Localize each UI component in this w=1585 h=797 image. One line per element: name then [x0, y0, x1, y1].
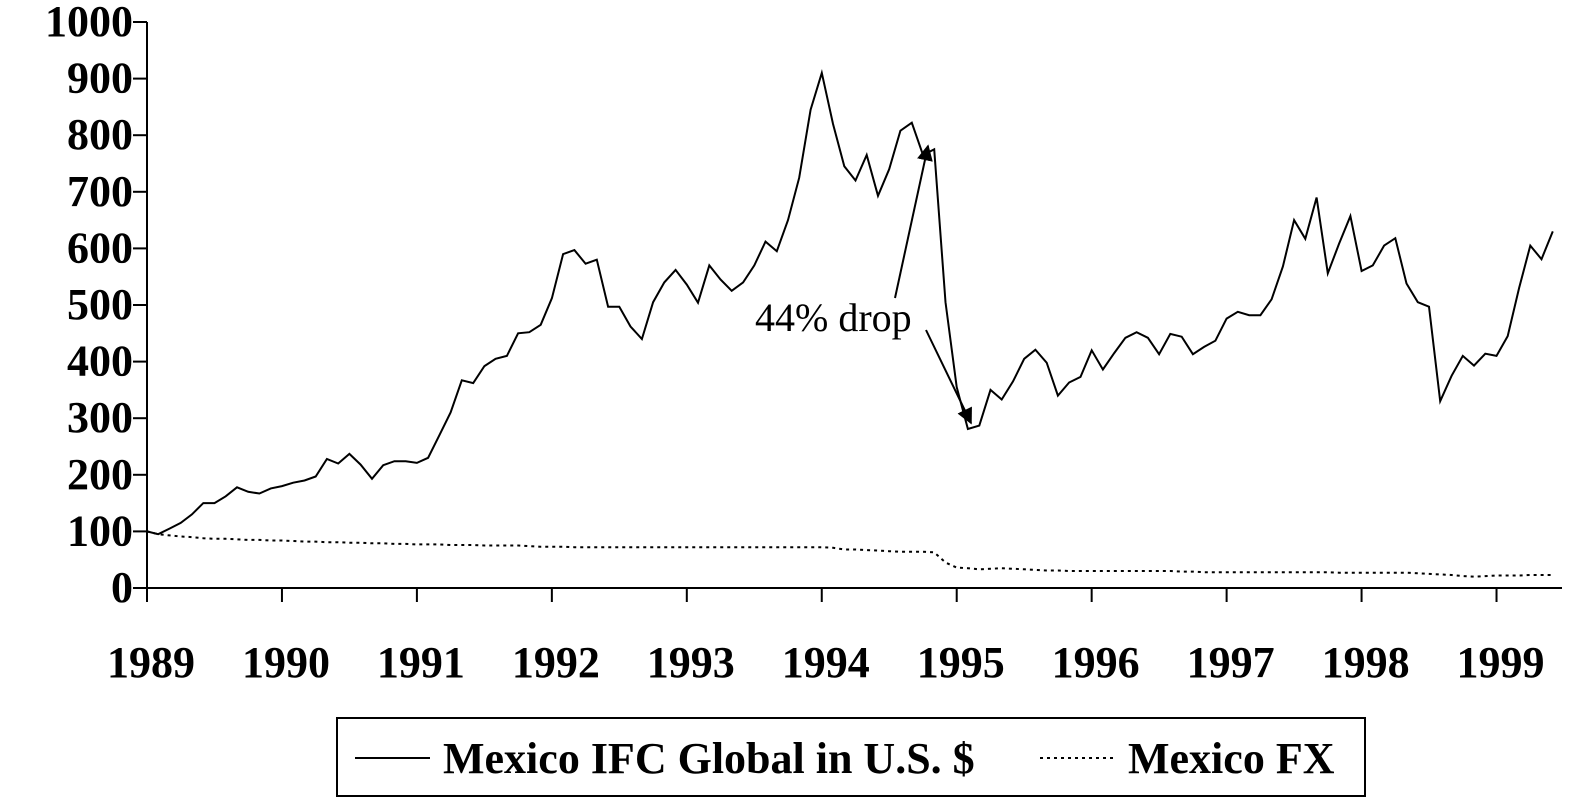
legend-label: Mexico FX — [1128, 734, 1335, 783]
legend-box — [336, 717, 1366, 797]
x-tick-label: 1993 — [647, 638, 735, 687]
y-tick-label: 600 — [67, 223, 133, 272]
annotation-arrow — [894, 144, 933, 299]
y-tick-label: 400 — [67, 337, 133, 386]
x-tick-label: 1994 — [782, 638, 870, 687]
annotation: 44% drop — [755, 295, 912, 340]
y-tick-label: 200 — [67, 450, 133, 499]
y-tick-label: 0 — [111, 563, 133, 612]
y-tick-label: 500 — [67, 280, 133, 329]
x-tick-label: 1998 — [1322, 638, 1410, 687]
y-tick-label: 700 — [67, 167, 133, 216]
series-line — [146, 68, 1554, 536]
y-tick-label: 800 — [67, 110, 133, 159]
series-line — [146, 530, 1553, 578]
annotation-arrow — [925, 329, 972, 425]
x-tick-label: 1995 — [917, 638, 1005, 687]
legend-label: Mexico IFC Global in U.S. $ — [443, 734, 975, 783]
x-tick-label: 1989 — [107, 638, 195, 687]
y-tick-label: 1000 — [45, 0, 133, 46]
x-tick-label: 1997 — [1187, 638, 1275, 687]
x-tick-label: 1996 — [1052, 638, 1140, 687]
x-tick-label: 1992 — [512, 638, 600, 687]
x-tick-label: 1990 — [242, 638, 330, 687]
y-tick-label: 900 — [67, 54, 133, 103]
x-tick-label: 1991 — [377, 638, 465, 687]
y-tick-label: 300 — [67, 393, 133, 442]
x-tick-label: 1999 — [1457, 638, 1545, 687]
y-tick-label: 100 — [67, 506, 133, 555]
